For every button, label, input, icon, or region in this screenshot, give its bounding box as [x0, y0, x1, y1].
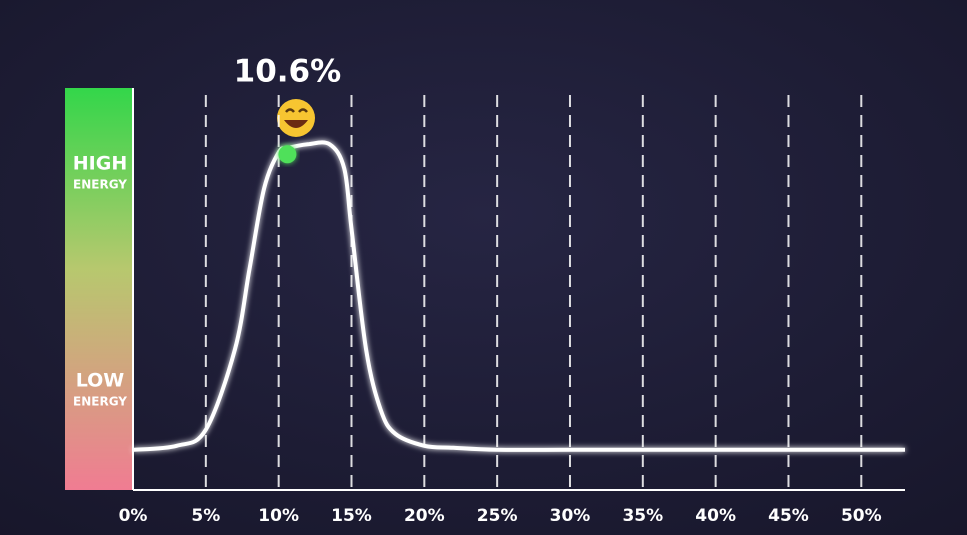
- x-tick-label: 40%: [695, 506, 736, 526]
- x-tick-label: 10%: [258, 506, 299, 526]
- highlight-label: 10.6%: [234, 54, 342, 90]
- energy-line: [132, 140, 905, 452]
- energy-scale: [65, 88, 134, 490]
- x-tick-label: 25%: [477, 506, 518, 526]
- x-tick-label: 30%: [550, 506, 591, 526]
- x-tick-label: 15%: [331, 506, 372, 526]
- high-label: HIGH: [73, 153, 127, 175]
- x-tick-label: 0%: [119, 506, 148, 526]
- x-tick-label: 35%: [622, 506, 663, 526]
- low-label: LOW: [76, 370, 125, 392]
- highlight-point: [278, 145, 297, 164]
- x-tick-label: 45%: [768, 506, 809, 526]
- x-tick-label: 50%: [841, 506, 882, 526]
- smiley-icon: [277, 99, 315, 137]
- high-label: ENERGY: [73, 178, 127, 192]
- x-tick-label: 5%: [191, 506, 220, 526]
- low-label: ENERGY: [73, 395, 127, 409]
- x-tick-label: 20%: [404, 506, 445, 526]
